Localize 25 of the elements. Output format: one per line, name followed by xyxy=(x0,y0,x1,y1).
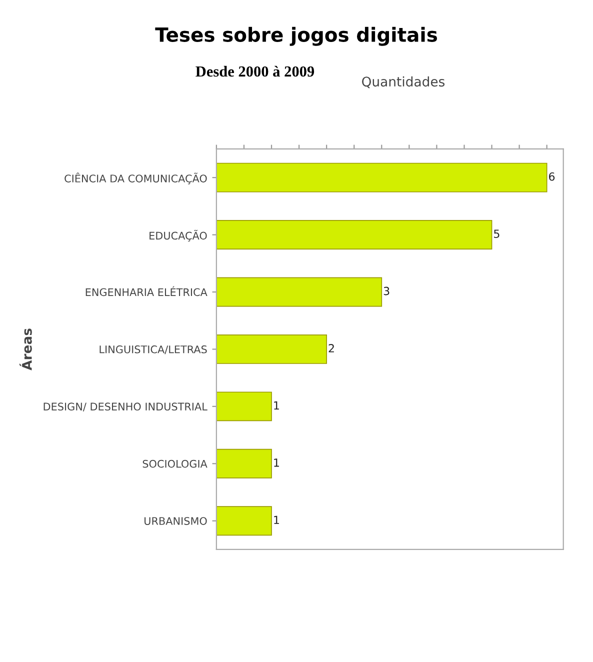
y-tick-label: ENGENHARIA ELÉTRICA xyxy=(86,286,208,296)
data-label: 2 xyxy=(328,344,334,352)
bar xyxy=(216,220,492,250)
bar xyxy=(216,162,548,192)
bar xyxy=(216,448,272,478)
data-label: 3 xyxy=(384,286,390,296)
bar xyxy=(216,334,327,364)
y-tick-label: EDUCAÇÃO xyxy=(150,230,207,242)
y-tick-label: CIÊNCIA DA COMUNICAÇÃO xyxy=(64,172,207,184)
data-label: 6 xyxy=(548,172,555,181)
data-label: 1 xyxy=(274,516,279,524)
bar xyxy=(216,277,382,307)
chart-title: Teses sobre jogos digitais xyxy=(155,26,437,46)
data-label: 1 xyxy=(274,401,279,410)
bar xyxy=(216,506,272,536)
chart-subtitle: Desde 2000 à 2009 xyxy=(196,66,314,77)
y-tick-label: URBANISMO xyxy=(144,517,207,525)
y-tick-label: DESIGN/ DESENHO INDUSTRIAL xyxy=(44,402,208,412)
y-tick-label: LINGUISTICA/LETRAS xyxy=(100,345,207,354)
data-label: 5 xyxy=(494,230,500,238)
bar xyxy=(216,392,272,422)
x-axis-title: Quantidades xyxy=(362,76,445,88)
data-label: 1 xyxy=(274,458,279,467)
y-tick-label: SOCIOLOGIA xyxy=(142,460,208,468)
y-axis-title: Áreas xyxy=(20,328,32,370)
